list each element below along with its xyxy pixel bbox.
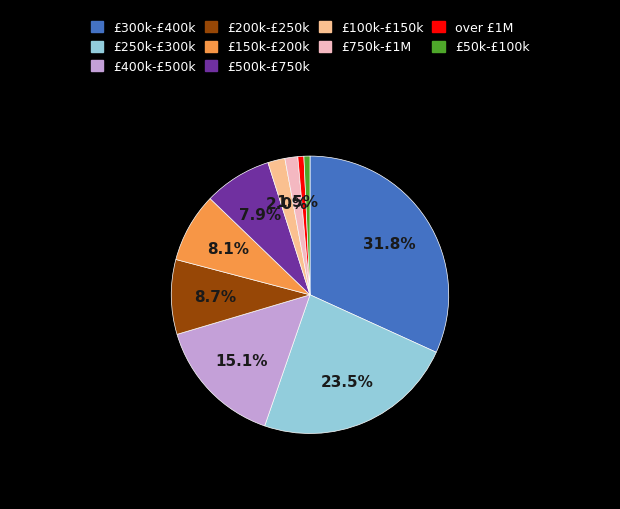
Wedge shape xyxy=(310,157,449,353)
Wedge shape xyxy=(298,157,310,295)
Text: 1.5%: 1.5% xyxy=(277,194,318,209)
Text: 8.7%: 8.7% xyxy=(195,289,237,304)
Wedge shape xyxy=(285,157,310,295)
Wedge shape xyxy=(210,163,310,295)
Text: 23.5%: 23.5% xyxy=(321,374,374,389)
Wedge shape xyxy=(177,295,310,426)
Wedge shape xyxy=(304,157,310,295)
Text: 15.1%: 15.1% xyxy=(216,353,268,368)
Text: 8.1%: 8.1% xyxy=(207,242,249,257)
Text: 7.9%: 7.9% xyxy=(239,208,281,223)
Legend: £300k-£400k, £250k-£300k, £400k-£500k, £200k-£250k, £150k-£200k, £500k-£750k, £1: £300k-£400k, £250k-£300k, £400k-£500k, £… xyxy=(87,18,533,77)
Text: 2.0%: 2.0% xyxy=(266,196,308,211)
Wedge shape xyxy=(171,260,310,335)
Wedge shape xyxy=(265,295,436,434)
Wedge shape xyxy=(176,199,310,295)
Text: 31.8%: 31.8% xyxy=(363,237,415,252)
Wedge shape xyxy=(268,159,310,295)
